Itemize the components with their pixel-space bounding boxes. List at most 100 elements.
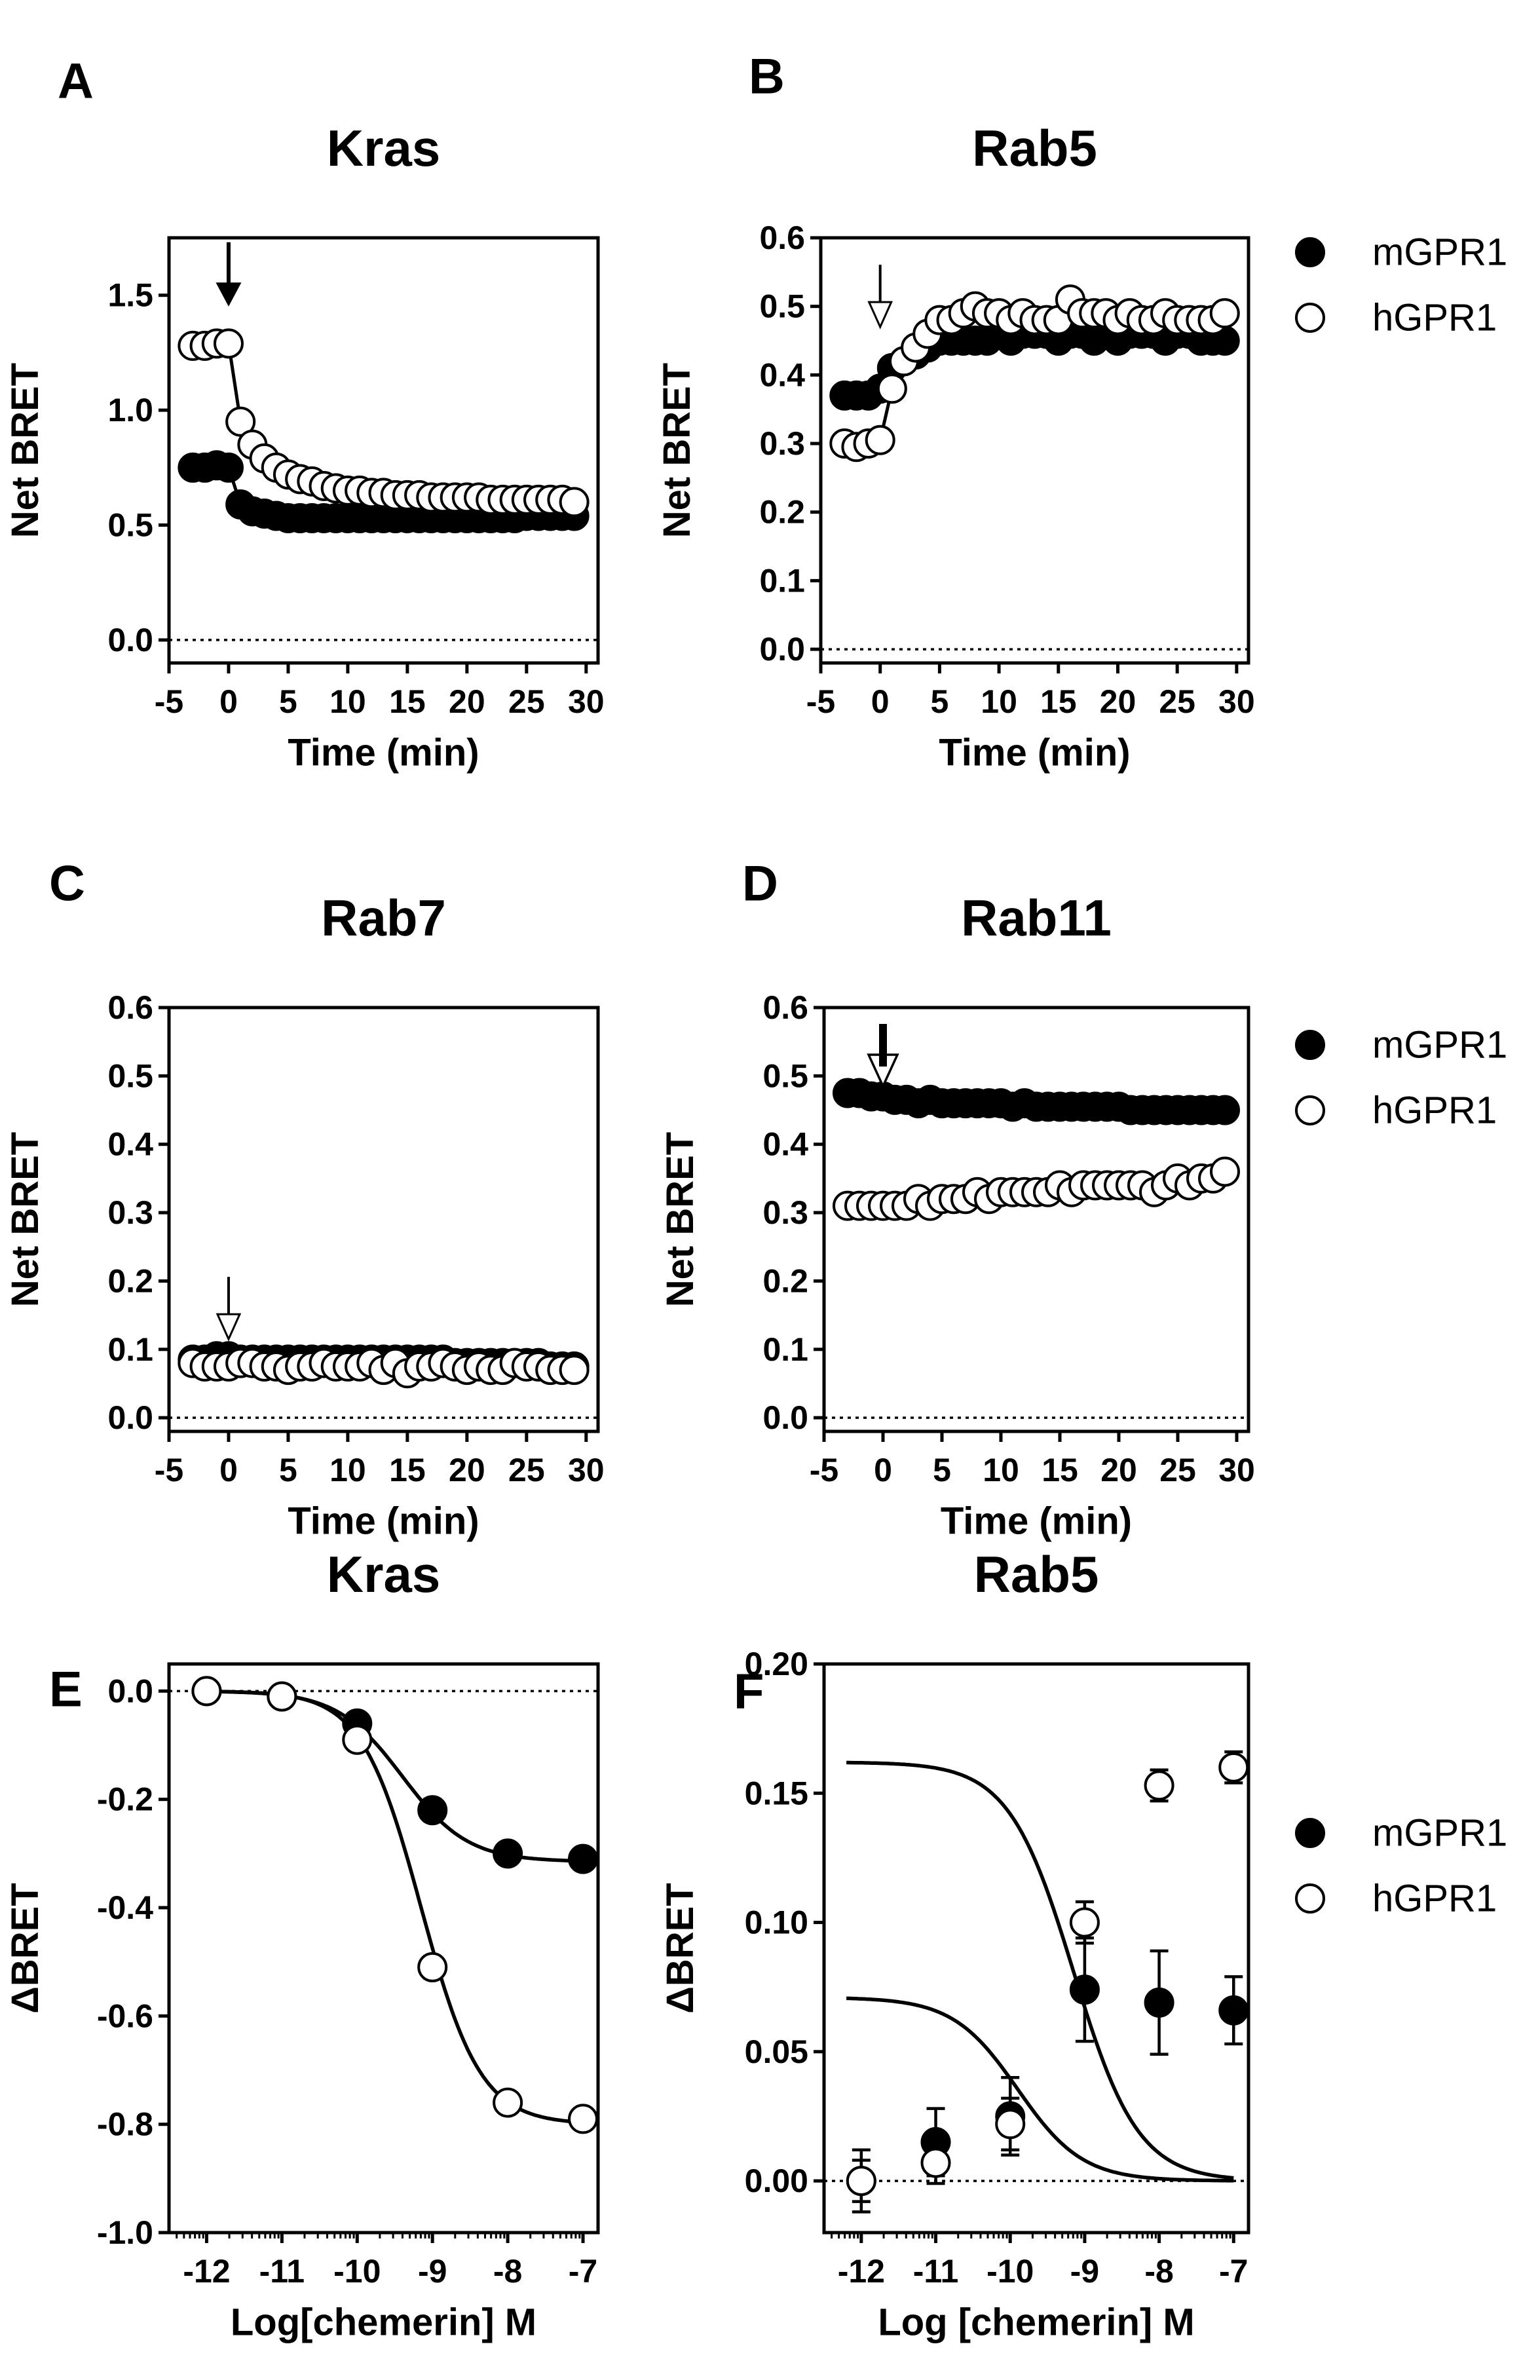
legend-label-mGPR1: mGPR1 — [1372, 1024, 1507, 1067]
point-hGPR1 — [1069, 1907, 1100, 1938]
x-tick-label: 30 — [568, 1452, 605, 1488]
point-mGPR1 — [493, 1838, 523, 1869]
y-tick-label: 0.2 — [762, 1262, 808, 1299]
legend-marker-mGPR1 — [1295, 237, 1325, 267]
point-hGPR1 — [559, 1355, 590, 1386]
y-tick-label: 0.0 — [762, 1399, 808, 1436]
x-tick-label: 5 — [279, 683, 297, 720]
x-axis-label: Log[chemerin] M — [231, 2301, 536, 2344]
y-tick-label: -0.8 — [97, 2106, 153, 2143]
fit-curve-mGPR1 — [846, 1996, 1234, 2183]
arrow-head — [867, 301, 893, 330]
x-tick-label: 20 — [449, 683, 485, 720]
point-hGPR1 — [191, 1676, 222, 1707]
x-tick-label: 25 — [508, 1452, 545, 1488]
legend: mGPR1 hGPR1 — [1295, 231, 1507, 339]
y-tick-label: 0.5 — [107, 507, 153, 544]
point-hGPR1 — [995, 2109, 1026, 2140]
x-tick-label: -5 — [810, 1452, 838, 1488]
y-tick-label: 0.1 — [107, 1331, 153, 1368]
point-hGPR1 — [417, 1952, 448, 1982]
y-tick-label: 0.4 — [762, 1126, 808, 1163]
x-tick-label: 25 — [508, 683, 545, 720]
legend: mGPR1 hGPR1 — [1295, 1024, 1507, 1132]
plot-frame — [167, 1662, 600, 2235]
x-tick-label: 30 — [1218, 1452, 1255, 1488]
y-tick-label: 0.4 — [759, 356, 805, 393]
x-tick-label: 15 — [1042, 1452, 1078, 1488]
x-tick-label: 10 — [981, 683, 1017, 720]
y-tick-label: 0.2 — [107, 1262, 153, 1299]
plot-frame — [822, 1006, 1250, 1433]
x-tick-label: 0 — [219, 683, 238, 720]
x-axis-label: Time (min) — [288, 1500, 479, 1543]
x-tick-label: 10 — [329, 1452, 366, 1488]
panel-letter: D — [742, 856, 778, 911]
plot-frame — [819, 236, 1250, 665]
x-tick-label: 5 — [933, 1452, 951, 1488]
x-tick-label: -9 — [418, 2253, 447, 2290]
legend-label-mGPR1: mGPR1 — [1372, 1812, 1507, 1855]
point-mGPR1 — [1144, 1987, 1174, 2018]
legend: mGPR1 hGPR1 — [1295, 1812, 1507, 1920]
legend-marker-hGPR1 — [1295, 1095, 1325, 1125]
x-tick-label: -7 — [569, 2253, 597, 2290]
y-tick-label: 0.0 — [107, 1399, 153, 1436]
plot-frame — [822, 1662, 1250, 2235]
y-tick-label: 0.3 — [759, 425, 805, 462]
x-tick-label: 25 — [1159, 683, 1195, 720]
point-mGPR1 — [1210, 1095, 1240, 1125]
panel-C: C Rab7 0.0 0.1 0.2 0.3 0.4 0.5 0.6 -5 0 5 10 15 20 25 30… — [4, 856, 605, 1542]
point-hGPR1 — [493, 2087, 523, 2118]
panel-E: E Kras 0.0 -0.2 -0.4 -0.6 -0.8 -1.0 -12 -11 -10 -9 -… — [4, 1545, 600, 2344]
legend-label-hGPR1: hGPR1 — [1372, 1878, 1497, 1920]
panel-letter: F — [734, 1663, 764, 1719]
x-tick-label: 0 — [874, 1452, 892, 1488]
y-tick-label: -0.4 — [97, 1889, 153, 1926]
y-tick-label: 0.15 — [745, 1775, 808, 1811]
legend-marker-mGPR1 — [1295, 1030, 1325, 1060]
y-axis-label: Net BRET — [4, 363, 47, 538]
x-tick-label: -11 — [913, 2253, 959, 2290]
panel-F: F Rab5 0.00 0.05 0.10 0.15 0.20 -12 -11 -10 -9 -8 -7… — [659, 1545, 1507, 2344]
x-tick-label: 15 — [389, 1452, 426, 1488]
y-tick-label: 0.0 — [107, 1672, 153, 1709]
y-tick-label: 0.6 — [759, 219, 805, 256]
panel-B: B Rab5 0.0 0.1 0.2 0.3 0.4 0.5 0.6 -5 0 5 10 15 20 25 30… — [656, 48, 1507, 774]
point-hGPR1 — [213, 328, 244, 359]
y-tick-label: 0.6 — [107, 989, 153, 1026]
point-hGPR1 — [342, 1724, 373, 1755]
x-axis-label: Log [chemerin] M — [878, 2301, 1194, 2344]
x-tick-label: 20 — [1100, 683, 1136, 720]
y-axis-label: Net BRET — [656, 363, 698, 538]
y-tick-label: 1.5 — [107, 277, 153, 314]
y-tick-label: -1.0 — [97, 2214, 153, 2251]
x-tick-label: -8 — [493, 2253, 522, 2290]
y-tick-label: 0.10 — [745, 1904, 808, 1941]
y-tick-label: 0.00 — [745, 2163, 808, 2199]
x-tick-label: -5 — [806, 683, 835, 720]
point-hGPR1 — [225, 406, 256, 437]
panel-letter: C — [49, 856, 85, 911]
panel-D: D Rab11 0.0 0.1 0.2 0.3 0.4 0.5 0.6 -5 0 5 10 15 20 25 3… — [659, 856, 1507, 1542]
arrow-head — [216, 1313, 242, 1342]
point-mGPR1 — [213, 452, 244, 483]
x-tick-label: 10 — [329, 683, 366, 720]
x-tick-label: -8 — [1144, 2253, 1173, 2290]
panel-letter: A — [58, 53, 94, 109]
y-axis-label: Net BRET — [659, 1132, 702, 1307]
y-axis-label: ΔBRET — [659, 1883, 702, 2014]
point-hGPR1 — [920, 2147, 951, 2178]
y-tick-label: 0.20 — [745, 1646, 808, 1682]
x-tick-label: 15 — [389, 683, 426, 720]
chart-title: Kras — [327, 1545, 440, 1603]
x-tick-label: 20 — [1100, 1452, 1137, 1488]
y-axis-label: ΔBRET — [4, 1883, 47, 2014]
legend-marker-hGPR1 — [1295, 303, 1325, 333]
point-mGPR1 — [1218, 1995, 1249, 2026]
point-hGPR1 — [865, 425, 895, 455]
panel-letter: B — [749, 48, 785, 104]
point-hGPR1 — [559, 487, 590, 518]
legend-marker-mGPR1 — [1295, 1818, 1325, 1848]
